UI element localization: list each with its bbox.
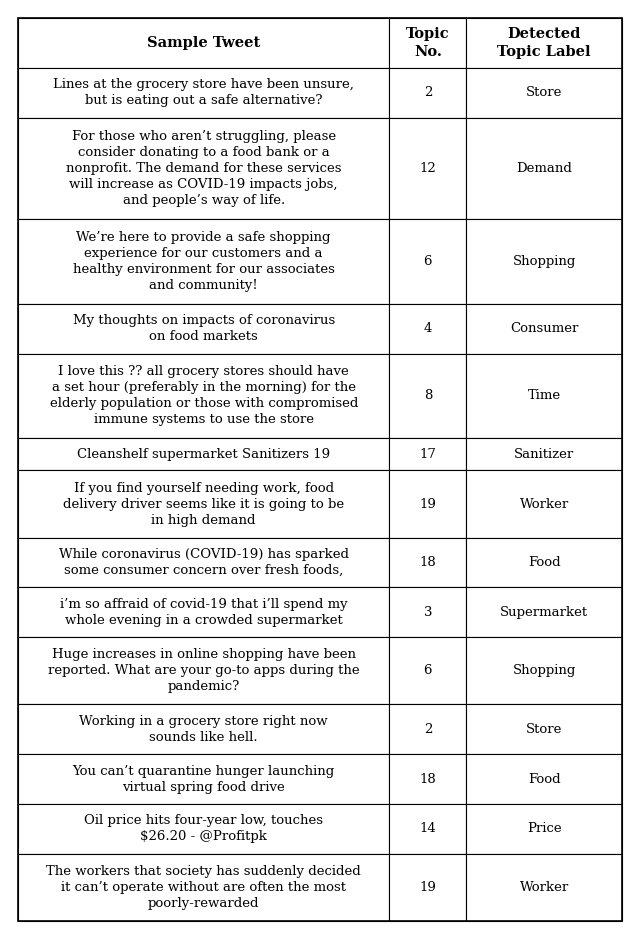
Bar	[390, 438, 466, 470]
Text: 19: 19	[419, 881, 436, 894]
Bar	[390, 804, 466, 854]
Text: Topic
No.: Topic No.	[406, 27, 450, 58]
Bar	[466, 470, 622, 537]
Bar	[390, 537, 466, 588]
Text: Demand: Demand	[516, 162, 572, 175]
Bar	[18, 854, 390, 921]
Text: 8: 8	[424, 389, 432, 402]
Text: 19: 19	[419, 498, 436, 511]
Text: I love this ?? all grocery stores should have
a set hour (preferably in the morn: I love this ?? all grocery stores should…	[49, 365, 358, 426]
Bar	[466, 588, 622, 638]
Bar	[18, 537, 390, 588]
Bar	[466, 303, 622, 353]
Text: Lines at the grocery store have been unsure,
but is eating out a safe alternativ: Lines at the grocery store have been uns…	[53, 78, 354, 107]
Bar	[390, 588, 466, 638]
Bar	[466, 438, 622, 470]
Bar	[18, 438, 390, 470]
Bar	[390, 18, 466, 68]
Text: Sanitizer: Sanitizer	[514, 448, 574, 461]
Bar	[18, 18, 390, 68]
Text: 6: 6	[424, 664, 432, 677]
Bar	[390, 303, 466, 353]
Text: Huge increases in online shopping have been
reported. What are your go-to apps d: Huge increases in online shopping have b…	[48, 648, 360, 693]
Bar	[466, 854, 622, 921]
Text: Supermarket: Supermarket	[500, 606, 588, 619]
Text: Cleanshelf supermarket Sanitizers 19: Cleanshelf supermarket Sanitizers 19	[77, 448, 330, 461]
Text: 6: 6	[424, 255, 432, 268]
Text: Consumer: Consumer	[510, 322, 579, 335]
Text: 14: 14	[419, 823, 436, 836]
Text: 4: 4	[424, 322, 432, 335]
Text: Working in a grocery store right now
sounds like hell.: Working in a grocery store right now sou…	[79, 715, 328, 744]
Bar	[466, 804, 622, 854]
Bar	[466, 754, 622, 804]
Bar	[18, 804, 390, 854]
Bar	[18, 303, 390, 353]
Text: Shopping: Shopping	[513, 255, 576, 268]
Bar	[390, 68, 466, 117]
Bar	[18, 588, 390, 638]
Bar	[18, 704, 390, 754]
Bar	[390, 470, 466, 537]
Text: Price: Price	[527, 823, 561, 836]
Text: If you find yourself needing work, food
delivery driver seems like it is going t: If you find yourself needing work, food …	[63, 482, 344, 527]
Bar	[18, 353, 390, 438]
Bar	[18, 117, 390, 220]
Bar	[18, 754, 390, 804]
Text: 2: 2	[424, 86, 432, 100]
Text: The workers that society has suddenly decided
it can’t operate without are often: The workers that society has suddenly de…	[46, 865, 361, 910]
Text: Worker: Worker	[520, 881, 569, 894]
Text: 3: 3	[424, 606, 432, 619]
Text: Food: Food	[528, 556, 561, 569]
Text: Store: Store	[526, 86, 563, 100]
Bar	[466, 220, 622, 303]
Bar	[390, 353, 466, 438]
Text: i’m so affraid of covid-19 that i’ll spend my
whole evening in a crowded superma: i’m so affraid of covid-19 that i’ll spe…	[60, 598, 348, 627]
Text: Sample Tweet: Sample Tweet	[147, 36, 260, 50]
Text: My thoughts on impacts of coronavirus
on food markets: My thoughts on impacts of coronavirus on…	[72, 314, 335, 343]
Bar	[390, 854, 466, 921]
Text: Time: Time	[527, 389, 561, 402]
Bar	[18, 470, 390, 537]
Bar	[390, 638, 466, 704]
Text: 18: 18	[419, 556, 436, 569]
Text: 18: 18	[419, 773, 436, 786]
Bar	[466, 117, 622, 220]
Text: Worker: Worker	[520, 498, 569, 511]
Bar	[466, 353, 622, 438]
Bar	[466, 704, 622, 754]
Text: Detected
Topic Label: Detected Topic Label	[497, 27, 591, 58]
Text: While coronavirus (COVID-19) has sparked
some consumer concern over fresh foods,: While coronavirus (COVID-19) has sparked…	[59, 548, 349, 577]
Bar	[390, 754, 466, 804]
Bar	[390, 220, 466, 303]
Bar	[466, 537, 622, 588]
Bar	[18, 638, 390, 704]
Bar	[390, 117, 466, 220]
Bar	[466, 18, 622, 68]
Text: Store: Store	[526, 723, 563, 736]
Text: 2: 2	[424, 723, 432, 736]
Bar	[18, 68, 390, 117]
Text: Food: Food	[528, 773, 561, 786]
Text: You can’t quarantine hunger launching
virtual spring food drive: You can’t quarantine hunger launching vi…	[72, 764, 335, 793]
Text: Shopping: Shopping	[513, 664, 576, 677]
Bar	[390, 704, 466, 754]
Bar	[18, 220, 390, 303]
Bar	[466, 68, 622, 117]
Text: We’re here to provide a safe shopping
experience for our customers and a
healthy: We’re here to provide a safe shopping ex…	[73, 231, 335, 292]
Bar	[466, 638, 622, 704]
Text: For those who aren’t struggling, please
consider donating to a food bank or a
no: For those who aren’t struggling, please …	[66, 130, 342, 207]
Text: Oil price hits four-year low, touches
$26.20 - @Profitpk: Oil price hits four-year low, touches $2…	[84, 814, 323, 843]
Text: 12: 12	[419, 162, 436, 175]
Text: 17: 17	[419, 448, 436, 461]
